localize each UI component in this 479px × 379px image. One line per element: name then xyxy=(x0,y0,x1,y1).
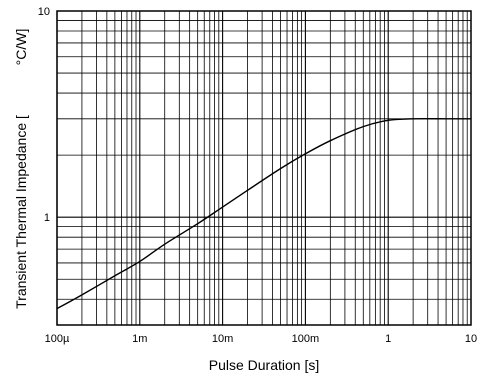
y-tick-label: 10 xyxy=(38,6,50,18)
x-tick-label: 1m xyxy=(132,333,147,345)
curve-layer xyxy=(56,118,472,310)
x-tick-label: 10 xyxy=(465,333,477,345)
y-axis-label: Transient Thermal Impedance [ xyxy=(13,115,29,309)
grid-layer xyxy=(56,11,471,326)
x-tick-labels: 100µ 1m 10m 100m 1 10 xyxy=(45,333,477,345)
data-point xyxy=(387,119,389,121)
data-point xyxy=(246,189,249,191)
data-point xyxy=(114,275,116,277)
data-point xyxy=(279,168,282,170)
x-tick-label: 100µ xyxy=(45,333,70,345)
x-tick-label: 100m xyxy=(292,333,320,345)
data-point xyxy=(139,260,141,263)
y-tick-label: 1 xyxy=(44,212,50,224)
x-tick-label: 10m xyxy=(212,333,233,345)
x-axis-label: Pulse Duration [s] xyxy=(209,357,320,373)
impedance-curve-line xyxy=(56,118,471,310)
data-point xyxy=(197,223,199,225)
data-point xyxy=(329,140,331,142)
data-point xyxy=(81,294,83,296)
data-point xyxy=(412,118,414,120)
data-point xyxy=(222,206,224,208)
data-point xyxy=(164,243,166,245)
plot-frame xyxy=(56,10,472,326)
data-point xyxy=(362,126,364,128)
data-point xyxy=(445,118,447,120)
x-tick-label: 1 xyxy=(385,333,391,345)
data-point xyxy=(304,153,306,155)
y-tick-labels: 1 10 xyxy=(38,6,50,224)
y-axis-unit-label: °C/W] xyxy=(13,29,29,66)
